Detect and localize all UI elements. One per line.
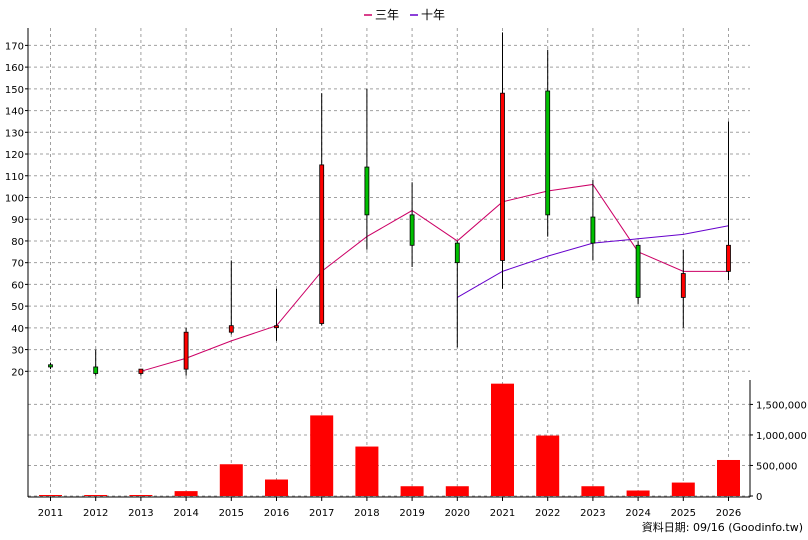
price-tick-label: 120 (5, 150, 24, 161)
footer-source: (Goodinfo.tw) (728, 521, 803, 534)
candlesticks (48, 32, 731, 376)
tick-labels: 20 30 40 50 60 70 80 90 100 110 120 130 140 150 160 170… (5, 41, 807, 519)
volume-bar (265, 479, 288, 496)
candle-body (183, 331, 189, 370)
volume-bar (39, 495, 62, 496)
x-tick-label: 2019 (399, 508, 424, 519)
x-tick-label: 2023 (580, 508, 605, 519)
price-tick-label: 60 (11, 280, 24, 291)
volume-bar (129, 495, 153, 496)
legend: 三年 十年 (364, 8, 445, 22)
x-tick-label: 2012 (83, 508, 108, 519)
candle-body (635, 244, 641, 298)
x-tick-label: 2026 (716, 508, 741, 519)
x-tick-label: 2011 (38, 508, 63, 519)
candle-body (726, 244, 731, 272)
axes (25, 28, 753, 501)
volume-bar (626, 490, 650, 496)
candle-body (364, 166, 370, 216)
volume-bar (174, 491, 198, 496)
volume-bar (581, 486, 605, 496)
ma-line-三年 (140, 183, 729, 372)
candle-body (500, 92, 505, 261)
price-tick-label: 130 (5, 128, 24, 139)
legend-label-10yr: 十年 (421, 8, 445, 22)
volume-bar (717, 459, 740, 496)
candle-body (319, 164, 325, 324)
candle-body (454, 242, 460, 264)
volume-tick-label: 500,000 (756, 461, 797, 472)
volume-bar (400, 486, 424, 496)
volume-bar (671, 482, 695, 496)
volume-bars (39, 383, 740, 496)
volume-bar (84, 495, 108, 496)
x-tick-label: 2016 (264, 508, 289, 519)
x-tick-label: 2017 (309, 508, 334, 519)
volume-bar (310, 415, 334, 496)
x-tick-label: 2022 (535, 508, 560, 519)
price-tick-label: 70 (11, 259, 24, 270)
volume-bar (445, 486, 469, 496)
candle-body (680, 273, 686, 298)
volume-bar (219, 464, 243, 496)
candle-body (48, 364, 53, 368)
price-tick-label: 100 (5, 193, 24, 204)
candle-body (228, 325, 234, 333)
price-tick-label: 170 (5, 41, 24, 52)
volume-bar (536, 435, 560, 496)
price-tick-label: 150 (5, 85, 24, 96)
price-tick-label: 50 (11, 302, 24, 313)
volume-tick-label: 1,000,000 (756, 431, 807, 442)
x-tick-label: 2018 (354, 508, 379, 519)
price-tick-label: 20 (11, 367, 24, 378)
legend-label-3yr: 三年 (375, 8, 399, 22)
candle-body (93, 366, 99, 374)
price-tick-label: 140 (5, 107, 24, 118)
candle-body (590, 216, 596, 244)
footer-date: 資料日期: 09/16 (Goodinfo.tw) (642, 520, 803, 534)
candle-body (138, 368, 144, 374)
price-tick-label: 110 (5, 172, 24, 183)
price-tick-label: 80 (11, 237, 24, 248)
volume-tick-label: 0 (756, 492, 762, 503)
x-tick-label: 2025 (671, 508, 696, 519)
volume-bar (355, 446, 379, 496)
price-tick-label: 90 (11, 215, 24, 226)
price-tick-label: 30 (11, 346, 24, 357)
x-tick-label: 2014 (173, 508, 198, 519)
price-tick-label: 160 (5, 63, 24, 74)
volume-tick-label: 1,500,000 (756, 400, 807, 411)
x-tick-label: 2020 (445, 508, 470, 519)
x-tick-label: 2024 (625, 508, 650, 519)
candle-body (409, 214, 415, 246)
candle-body (274, 325, 279, 329)
volume-bar (491, 383, 514, 496)
x-tick-label: 2013 (128, 508, 153, 519)
price-tick-label: 40 (11, 324, 24, 335)
footer-date-label: 資料日期: 09/16 (642, 520, 725, 534)
x-tick-label: 2015 (219, 508, 244, 519)
x-tick-label: 2021 (490, 508, 515, 519)
candle-body (545, 90, 551, 216)
